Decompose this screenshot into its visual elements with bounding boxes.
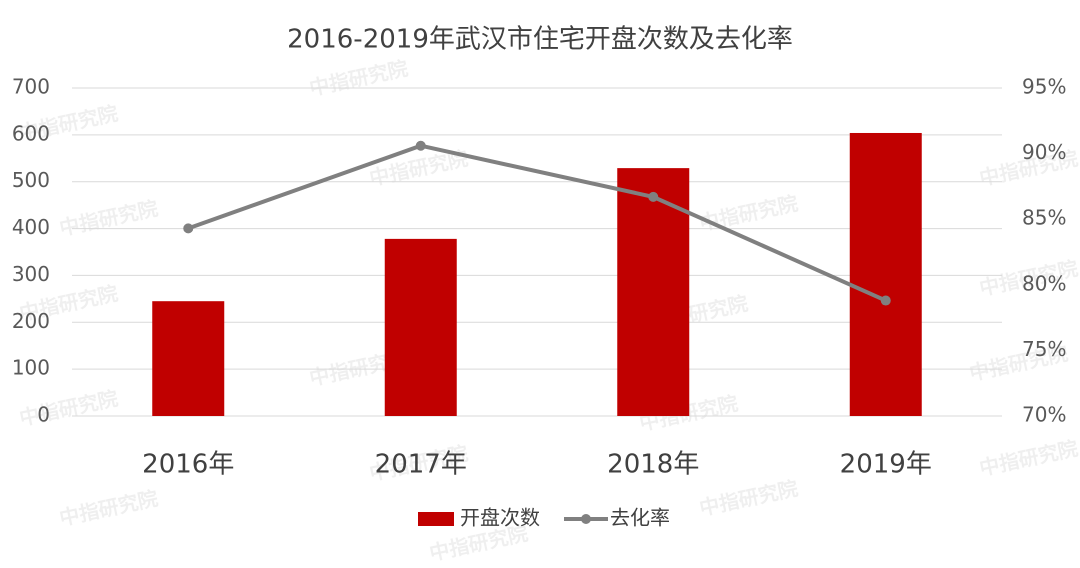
- line-point: [183, 223, 194, 234]
- bar: [384, 238, 457, 416]
- y-tick-label: 500: [12, 168, 50, 192]
- x-tick-label: 2018年: [607, 450, 699, 480]
- watermark: 中指研究院: [697, 476, 800, 520]
- y2-tick-label: 70%: [1022, 403, 1066, 427]
- line-point: [415, 140, 426, 151]
- y2-tick-label: 85%: [1022, 206, 1066, 230]
- y2-tick-label: 95%: [1022, 75, 1066, 99]
- y-tick-label: 700: [12, 75, 50, 99]
- line: [187, 143, 887, 303]
- x-tick-label: 2016年: [142, 450, 234, 480]
- bar: [152, 301, 225, 416]
- y-tick-label: 200: [12, 309, 50, 333]
- bar: [617, 168, 690, 416]
- y-tick-label: 100: [12, 356, 50, 380]
- watermark: 中指研究院: [57, 486, 160, 530]
- y2-tick-label: 75%: [1022, 337, 1066, 361]
- legend-label: 开盘次数: [460, 506, 540, 530]
- x-tick-label: 2017年: [375, 450, 467, 480]
- legend-swatch: [581, 514, 591, 524]
- line-point: [648, 191, 659, 202]
- line-point: [880, 295, 891, 306]
- bar: [849, 132, 922, 417]
- x-tick-label: 2019年: [840, 450, 932, 480]
- legend-item: 开盘次数: [418, 506, 540, 530]
- y-tick-label: 300: [12, 262, 50, 286]
- chart-title: 2016-2019年武汉市住宅开盘次数及去化率: [287, 25, 793, 55]
- y-tick-label: 600: [12, 121, 50, 145]
- watermark: 中指研究院: [977, 436, 1080, 480]
- legend-item: 去化率: [564, 506, 670, 530]
- watermark: 中指研究院: [307, 56, 410, 100]
- y-tick-label: 400: [12, 215, 50, 239]
- watermark: 中指研究院: [57, 196, 160, 240]
- y2-tick-label: 80%: [1022, 271, 1066, 295]
- watermark: 中指研究院: [17, 386, 120, 430]
- legend-label: 去化率: [610, 506, 670, 530]
- y-tick-label: 0: [37, 403, 50, 427]
- y2-tick-label: 90%: [1022, 140, 1066, 164]
- legend-swatch: [418, 512, 454, 526]
